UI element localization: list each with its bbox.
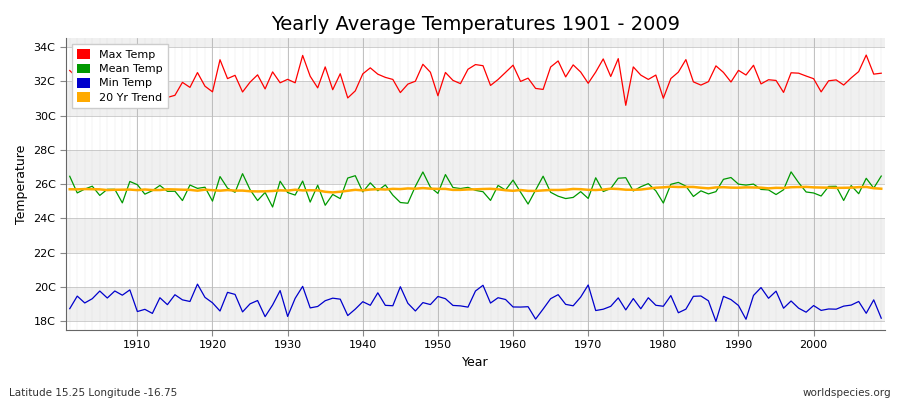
Title: Yearly Average Temperatures 1901 - 2009: Yearly Average Temperatures 1901 - 2009	[271, 15, 680, 34]
Bar	[66, 81, 885, 116]
Legend: Max Temp, Mean Temp, Min Temp, 20 Yr Trend: Max Temp, Mean Temp, Min Temp, 20 Yr Tre…	[71, 44, 168, 108]
Bar	[66, 218, 885, 253]
X-axis label: Year: Year	[463, 356, 489, 369]
Bar	[66, 287, 885, 322]
Text: Latitude 15.25 Longitude -16.75: Latitude 15.25 Longitude -16.75	[9, 388, 177, 398]
Bar	[66, 150, 885, 184]
Y-axis label: Temperature: Temperature	[15, 144, 28, 224]
Text: worldspecies.org: worldspecies.org	[803, 388, 891, 398]
Bar	[66, 12, 885, 47]
